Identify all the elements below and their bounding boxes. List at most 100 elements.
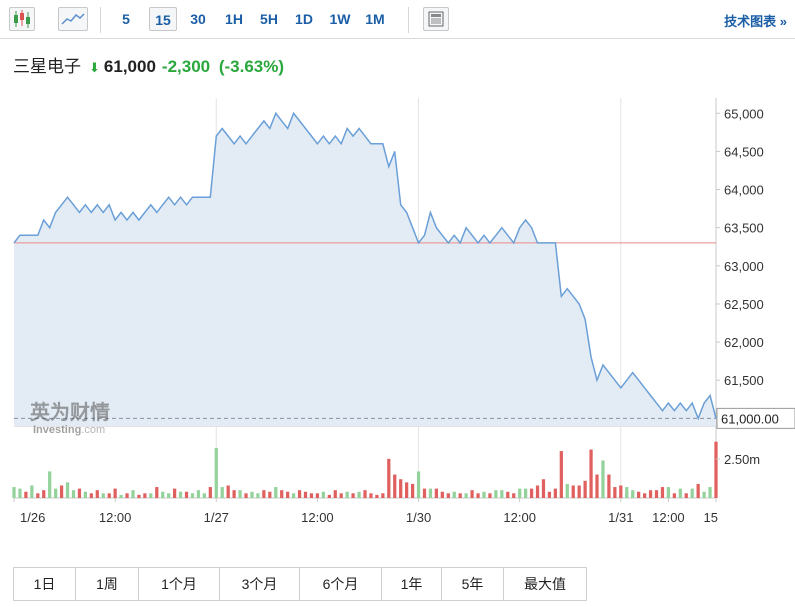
x-tick-label: 1/26 [20,510,45,525]
stock-name: 三星电子 [13,57,81,76]
interval-1h-button[interactable]: 1H [225,11,243,27]
x-tick-label: 12:00 [652,510,685,525]
volume-bar [660,487,665,498]
interval-15-button[interactable]: 15 [149,7,177,31]
volume-bar [678,488,682,498]
volume-bar [494,490,498,498]
y-tick-label: 64,500 [724,144,764,159]
news-panel-icon[interactable] [423,7,449,31]
x-tick-label: 15 [704,510,718,525]
volume-bar [601,460,605,498]
volume-bar [524,488,528,498]
period-1m-button[interactable]: 1个月 [139,568,220,600]
y-tick-label: 64,000 [724,183,764,198]
period-3m-button[interactable]: 3个月 [220,568,300,600]
x-tick-label: 1/30 [406,510,431,525]
y-tick-label: 62,000 [724,335,764,350]
volume-bar [369,493,373,498]
toolbar-separator [408,7,409,33]
interval-1w-button[interactable]: 1W [329,11,351,27]
volume-bar [708,487,712,498]
volume-bar [589,449,593,498]
volume-bar [690,488,694,498]
volume-bar [393,474,397,498]
technical-chart-link[interactable]: 技术图表 » [724,14,787,29]
volume-bar [71,490,76,498]
volume-bar [12,487,16,498]
volume-bar [518,488,522,498]
volume-bar [363,490,367,498]
volume-bar [666,487,671,498]
last-price-label-box [716,407,795,429]
volume-bar [512,493,516,498]
volume-bar [208,487,212,498]
volume-bar [458,493,462,498]
volume-bar [625,487,629,498]
volume-bar [143,493,147,498]
volume-bar [262,490,266,498]
volume-bar [161,491,165,498]
volume-bar [672,493,676,498]
volume-bar [446,493,450,498]
area-chart-icon[interactable] [58,7,88,31]
volume-bar [571,485,575,498]
period-1y-button[interactable]: 1年 [382,568,442,600]
volume-bar [250,491,254,498]
interval-1m-button[interactable]: 1M [365,11,385,27]
volume-bar [375,494,379,498]
volume-bar [440,491,444,498]
volume-bar [535,485,540,498]
volume-bar [619,485,623,498]
volume-bar [256,493,260,498]
volume-bar [42,490,46,498]
volume-bar [268,491,272,498]
volume-bar [410,483,415,498]
volume-bar [238,490,242,498]
volume-bar [637,491,641,498]
volume-bar [577,485,581,498]
volume-bar [464,493,468,498]
interval-5-button[interactable]: 5 [122,11,130,27]
price-chart[interactable]: 英为财情 Investing.com 65,000 64,500 64,000 63,… [0,0,795,540]
volume-bar [309,493,314,498]
chart-toolbar: 5 15 30 1H 5H 1D 1W 1M 技术图表 » [0,0,795,39]
volume-bar [113,488,117,498]
interval-5h-button[interactable]: 5H [260,11,278,27]
volume-bar [48,471,52,498]
volume-bar [149,493,153,498]
watermark-cn: 英为财情 [30,400,110,424]
volume-bar [482,491,486,498]
volume-bar [291,493,296,498]
volume-bar [613,487,617,498]
interval-30-button[interactable]: 30 [190,11,206,27]
volume-bar [244,493,248,498]
candlestick-chart-icon[interactable] [9,7,35,31]
volume-bar [422,488,427,498]
volume-bar [59,485,64,498]
volume-bar [428,488,433,498]
y-tick-label: 63,500 [724,221,764,236]
volume-bar [642,493,647,498]
period-6m-button[interactable]: 6个月 [300,568,382,600]
volume-bar [83,491,88,498]
y-tick-label: 61,500 [724,373,764,388]
volume-bar [131,490,135,498]
period-1d-button[interactable]: 1日 [14,568,76,600]
period-max-button[interactable]: 最大值 [504,568,586,600]
volume-bar [333,490,337,498]
volume-bar [232,490,236,498]
volume-bar [476,493,480,498]
price-change-percent: (-3.63%) [218,57,285,76]
period-1w-button[interactable]: 1周 [76,568,139,600]
volume-bar [452,491,456,498]
period-5y-button[interactable]: 5年 [442,568,504,600]
volume-bar [155,487,159,498]
interval-1d-button[interactable]: 1D [295,11,313,27]
volume-bar [226,485,230,498]
volume-bar [173,488,177,498]
volume-bar [321,491,325,498]
volume-bar [18,488,22,498]
volume-bar [65,482,70,498]
volume-bar [297,490,302,498]
volume-bar [54,488,58,498]
